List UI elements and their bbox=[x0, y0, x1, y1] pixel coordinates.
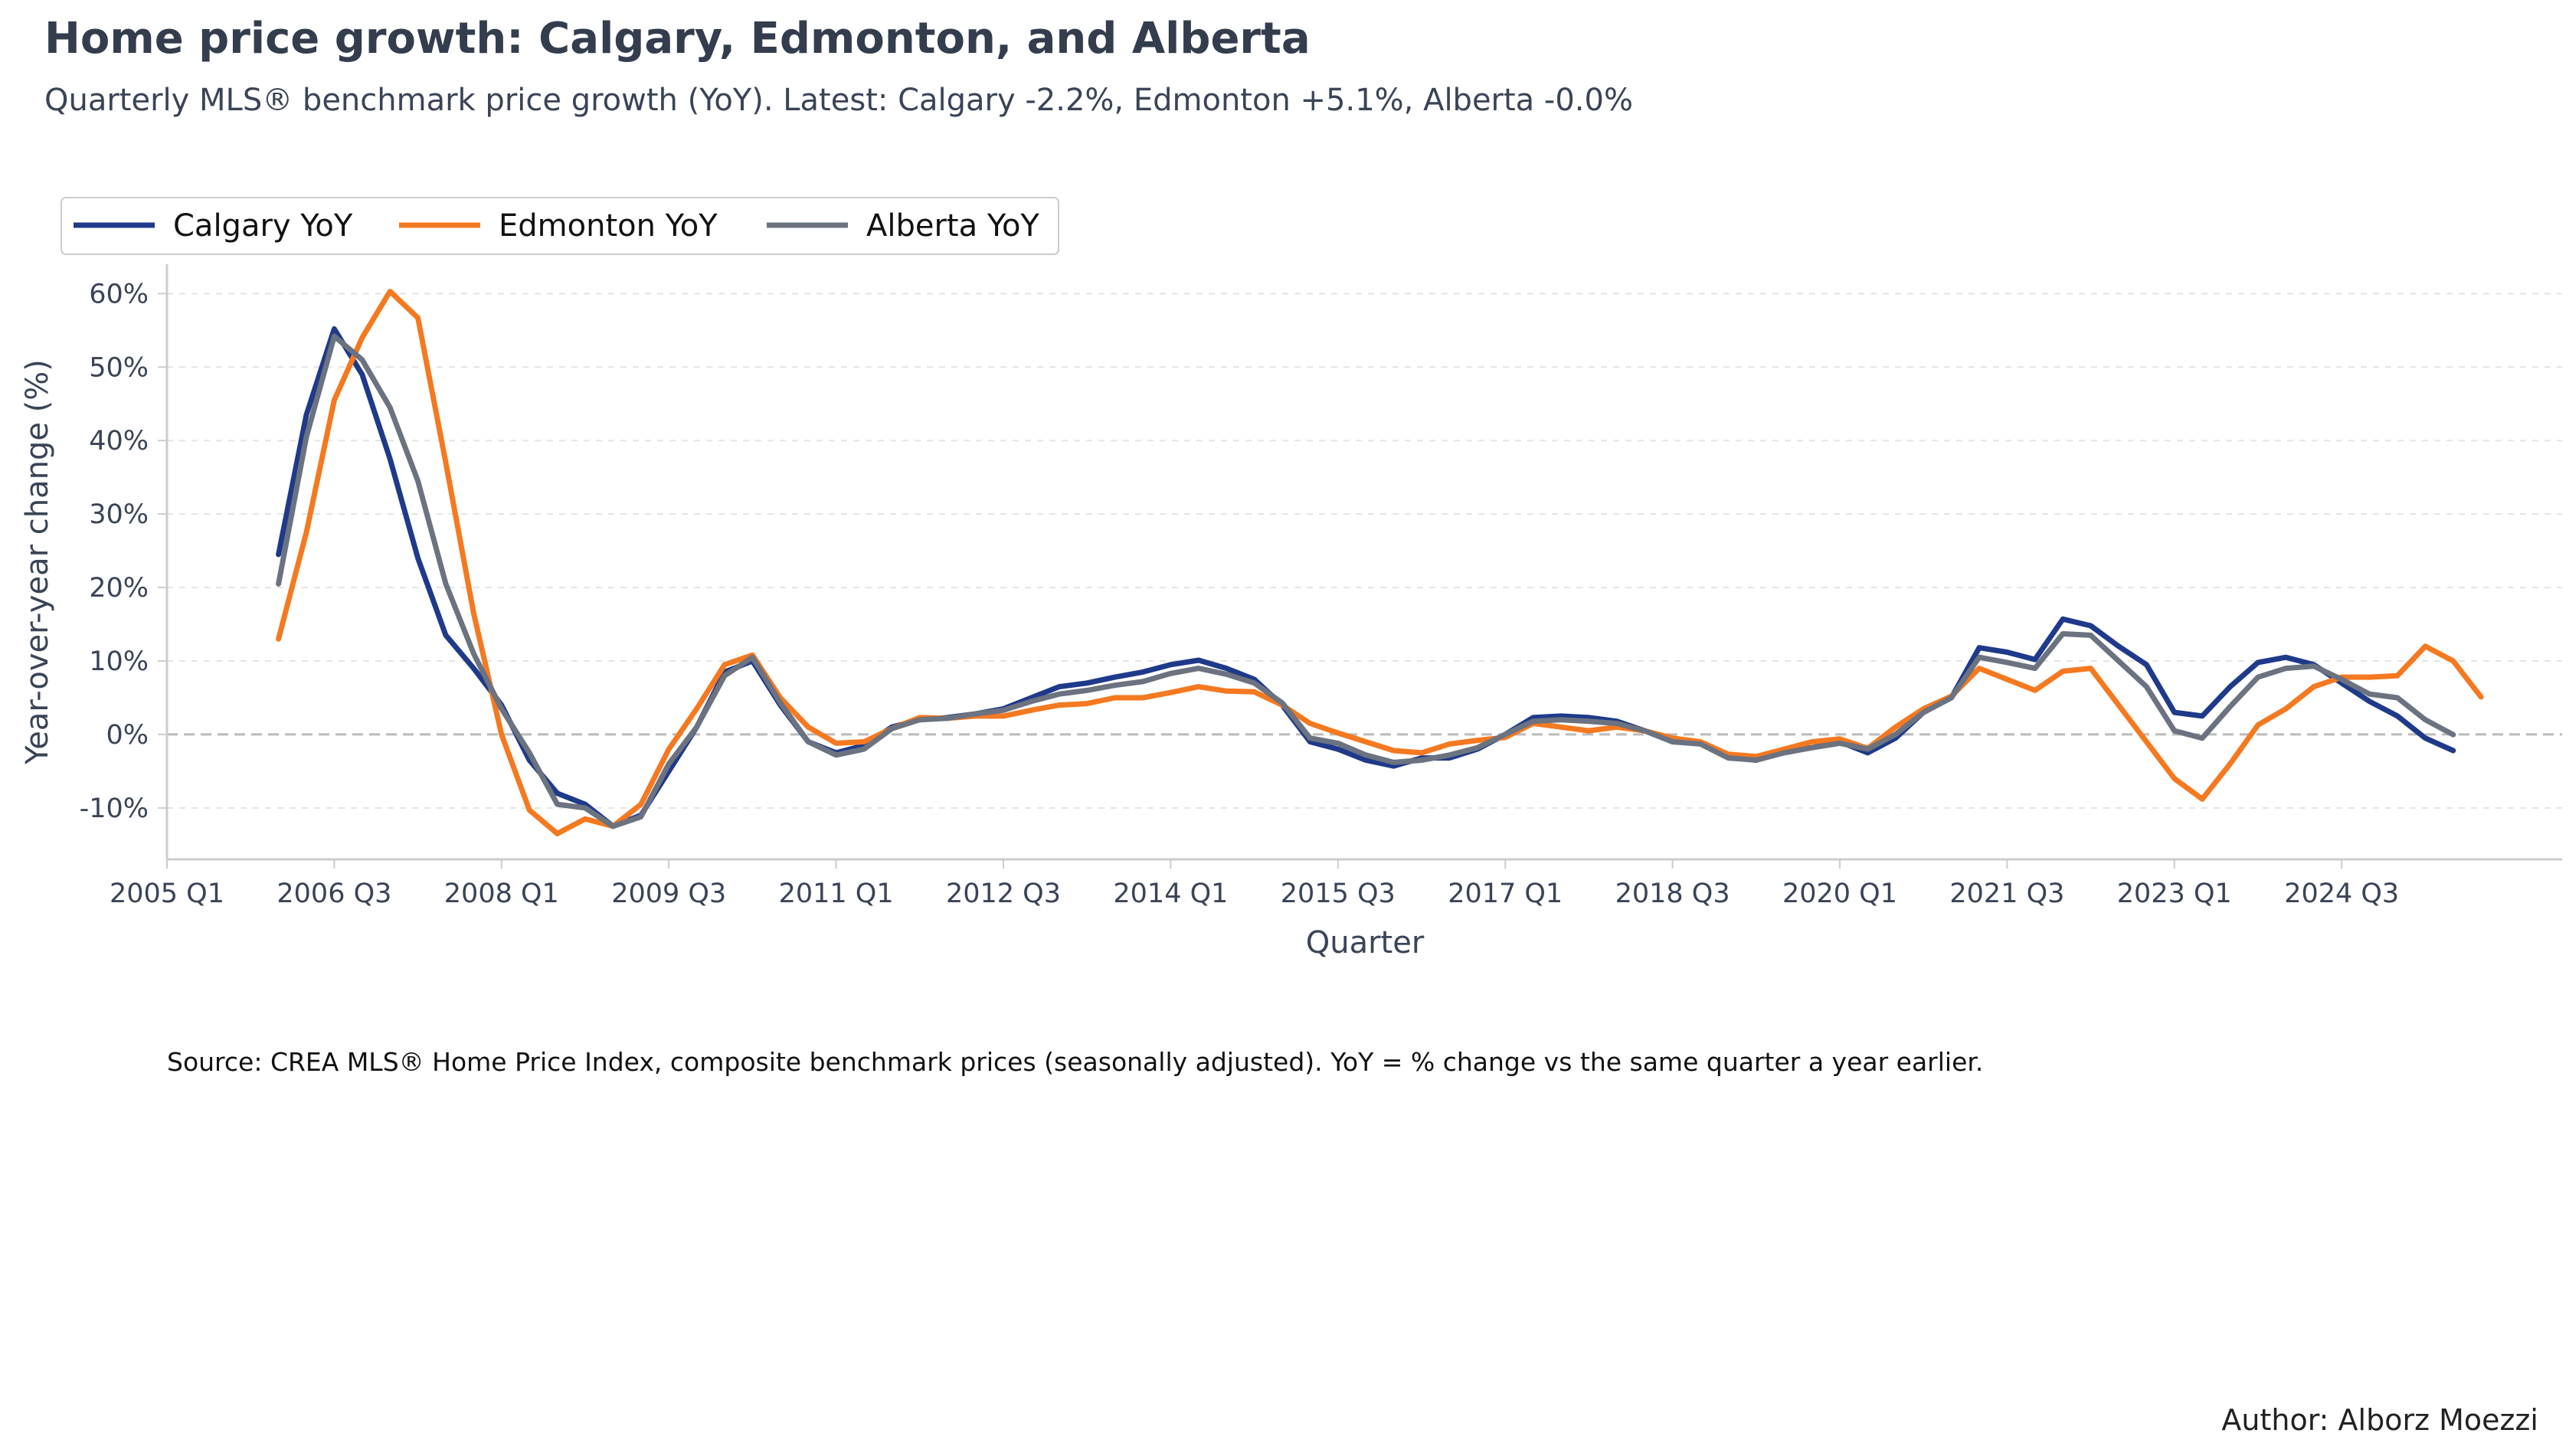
y-tick-label: 60% bbox=[89, 279, 149, 309]
y-tick-label: 20% bbox=[89, 573, 149, 604]
legend-label: Calgary YoY bbox=[173, 208, 353, 244]
y-tick-label: 0% bbox=[106, 720, 149, 751]
grid-layer bbox=[167, 293, 2562, 809]
y-tick-label: 40% bbox=[89, 426, 149, 456]
x-tick-label: 2005 Q1 bbox=[110, 879, 224, 909]
x-tick-label: 2008 Q1 bbox=[444, 879, 559, 909]
legend-label: Edmonton YoY bbox=[499, 208, 718, 244]
x-tick-label: 2017 Q1 bbox=[1448, 879, 1563, 909]
x-tick-label: 2023 Q1 bbox=[2117, 879, 2232, 909]
x-tick-label: 2021 Q3 bbox=[1949, 879, 2064, 909]
chart-title: Home price growth: Calgary, Edmonton, an… bbox=[44, 14, 1311, 64]
legend-label: Alberta YoY bbox=[866, 208, 1039, 244]
line-chart: Calgary YoY Edmonton YoY Alberta YoY -10% 0… bbox=[20, 197, 2562, 960]
series-layer bbox=[276, 289, 2484, 836]
y-axis-title: Year-over-year change (%) bbox=[20, 359, 55, 765]
author-credit: Author: Alborz Moezzi bbox=[2221, 1403, 2538, 1437]
x-tick-label: 2020 Q1 bbox=[1782, 879, 1897, 909]
x-tick-label: 2015 Q3 bbox=[1281, 879, 1396, 909]
x-tick-label: 2011 Q1 bbox=[779, 879, 894, 909]
legend: Calgary YoY Edmonton YoY Alberta YoY bbox=[61, 197, 1059, 255]
series-line-alberta-yoy bbox=[276, 333, 2456, 829]
y-tick-label: -10% bbox=[80, 793, 149, 824]
y-tick-label: 50% bbox=[89, 352, 149, 383]
y-tick-label: 30% bbox=[89, 499, 149, 530]
legend-box bbox=[61, 197, 1059, 255]
y-tick-label: 10% bbox=[89, 646, 149, 677]
x-tick-label: 2012 Q3 bbox=[946, 879, 1061, 909]
series-line-calgary-yoy bbox=[276, 326, 2456, 829]
chart-subtitle: Quarterly MLS® benchmark price growth (Y… bbox=[44, 83, 1633, 118]
x-axis-title: Quarter bbox=[1306, 925, 1425, 960]
x-tick-label: 2014 Q1 bbox=[1113, 879, 1228, 909]
source-note: Source: CREA MLS® Home Price Index, comp… bbox=[167, 1047, 1984, 1077]
axis-layer bbox=[158, 264, 2562, 869]
series-line-edmonton-yoy bbox=[276, 289, 2484, 836]
x-tick-label: 2018 Q3 bbox=[1615, 879, 1730, 909]
axis-labels: -10% 0% 10% 20% 30% 40% 50% 60% 2005 Q1 2006 Q3 20… bbox=[20, 279, 2399, 960]
x-tick-label: 2006 Q3 bbox=[277, 879, 391, 909]
x-tick-label: 2024 Q3 bbox=[2284, 879, 2399, 909]
x-tick-label: 2009 Q3 bbox=[611, 879, 726, 909]
